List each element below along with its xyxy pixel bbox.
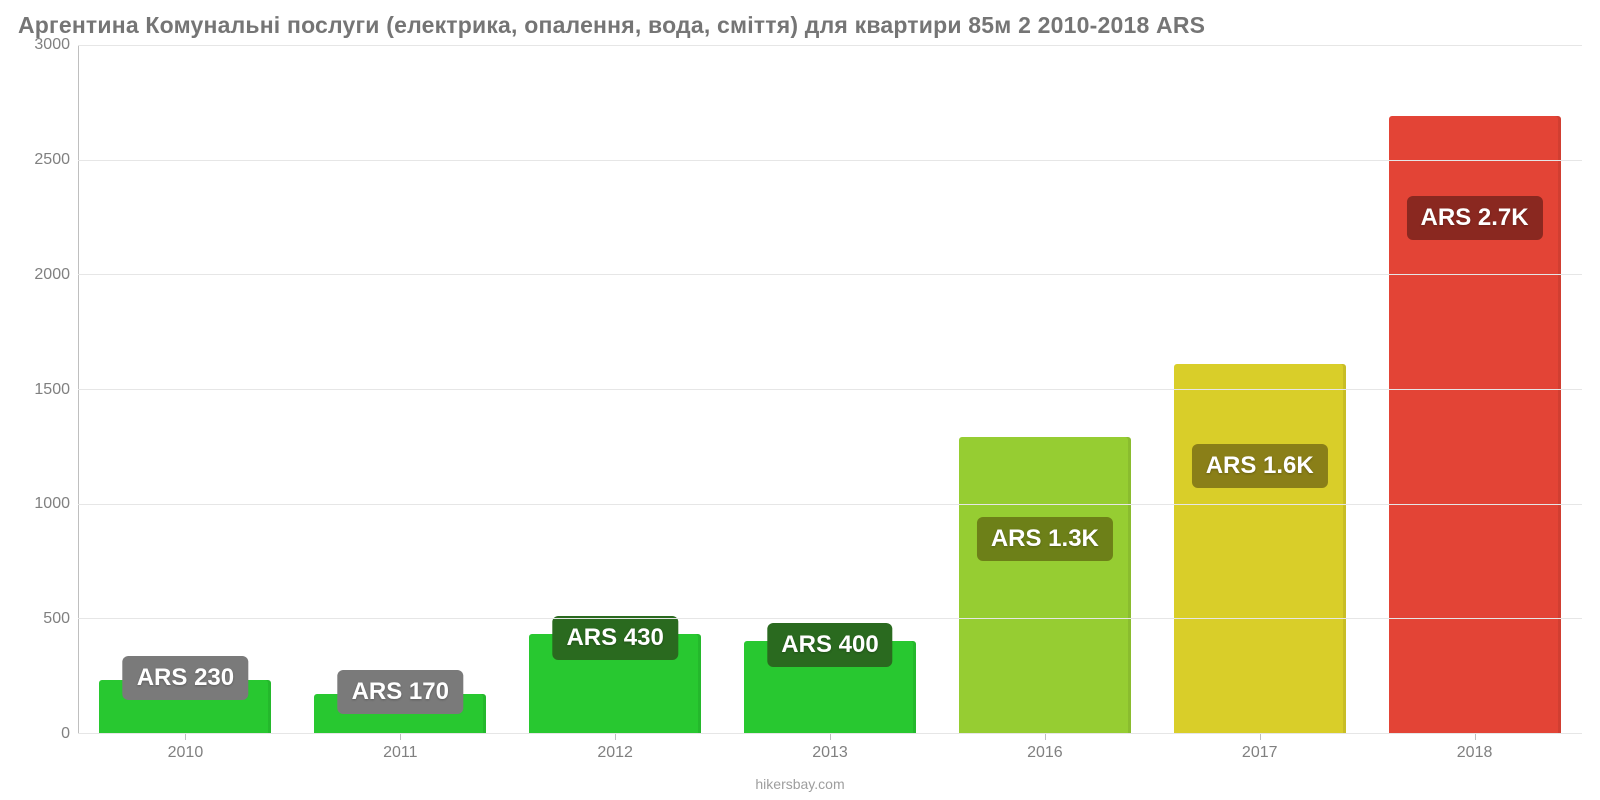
grid-line <box>78 160 1582 161</box>
y-tick-label: 1000 <box>18 495 70 513</box>
bar: ARS 230 <box>99 680 271 733</box>
chart-footer: hikersbay.com <box>18 776 1582 792</box>
bar: ARS 1.3K <box>959 437 1131 733</box>
y-tick-label: 3000 <box>18 36 70 54</box>
x-tick-label: 2013 <box>723 734 938 774</box>
x-tick-label: 2016 <box>937 734 1152 774</box>
bar-value-label: ARS 2.7K <box>1407 196 1543 240</box>
y-tick-label: 2500 <box>18 151 70 169</box>
y-tick-label: 500 <box>18 610 70 628</box>
bar: ARS 1.6K <box>1174 364 1346 733</box>
x-tick-label: 2011 <box>293 734 508 774</box>
bar: ARS 170 <box>314 694 486 733</box>
grid-line <box>78 389 1582 390</box>
x-axis: 2010201120122013201620172018 <box>78 734 1582 774</box>
bar: ARS 430 <box>529 634 701 733</box>
bar-value-label: ARS 1.3K <box>977 517 1113 561</box>
grid-line <box>78 504 1582 505</box>
bar-value-label: ARS 430 <box>552 616 677 660</box>
x-tick-label: 2010 <box>78 734 293 774</box>
grid-line <box>78 618 1582 619</box>
y-tick-label: 1500 <box>18 381 70 399</box>
chart-title: Аргентина Комунальні послуги (електрика,… <box>18 12 1582 39</box>
x-tick-label: 2012 <box>508 734 723 774</box>
bar-value-label: ARS 1.6K <box>1192 444 1328 488</box>
plot-area: ARS 230 ARS 170 ARS 430 ARS 400 ARS 1.3K ARS … <box>78 45 1582 734</box>
chart-area: 050010001500200025003000 ARS 230ARS 170A… <box>18 45 1582 734</box>
x-tick-label: 2018 <box>1367 734 1582 774</box>
x-tick-label: 2017 <box>1152 734 1367 774</box>
bar-value-label: ARS 230 <box>123 656 248 700</box>
bar-value-label: ARS 170 <box>338 670 463 714</box>
grid-line <box>78 274 1582 275</box>
grid-line <box>78 45 1582 46</box>
bar: ARS 2.7K <box>1389 116 1561 733</box>
y-axis: 050010001500200025003000 <box>18 45 78 734</box>
bar-value-label: ARS 400 <box>767 623 892 667</box>
y-tick-label: 0 <box>18 725 70 743</box>
y-tick-label: 2000 <box>18 266 70 284</box>
bar: ARS 400 <box>744 641 916 733</box>
